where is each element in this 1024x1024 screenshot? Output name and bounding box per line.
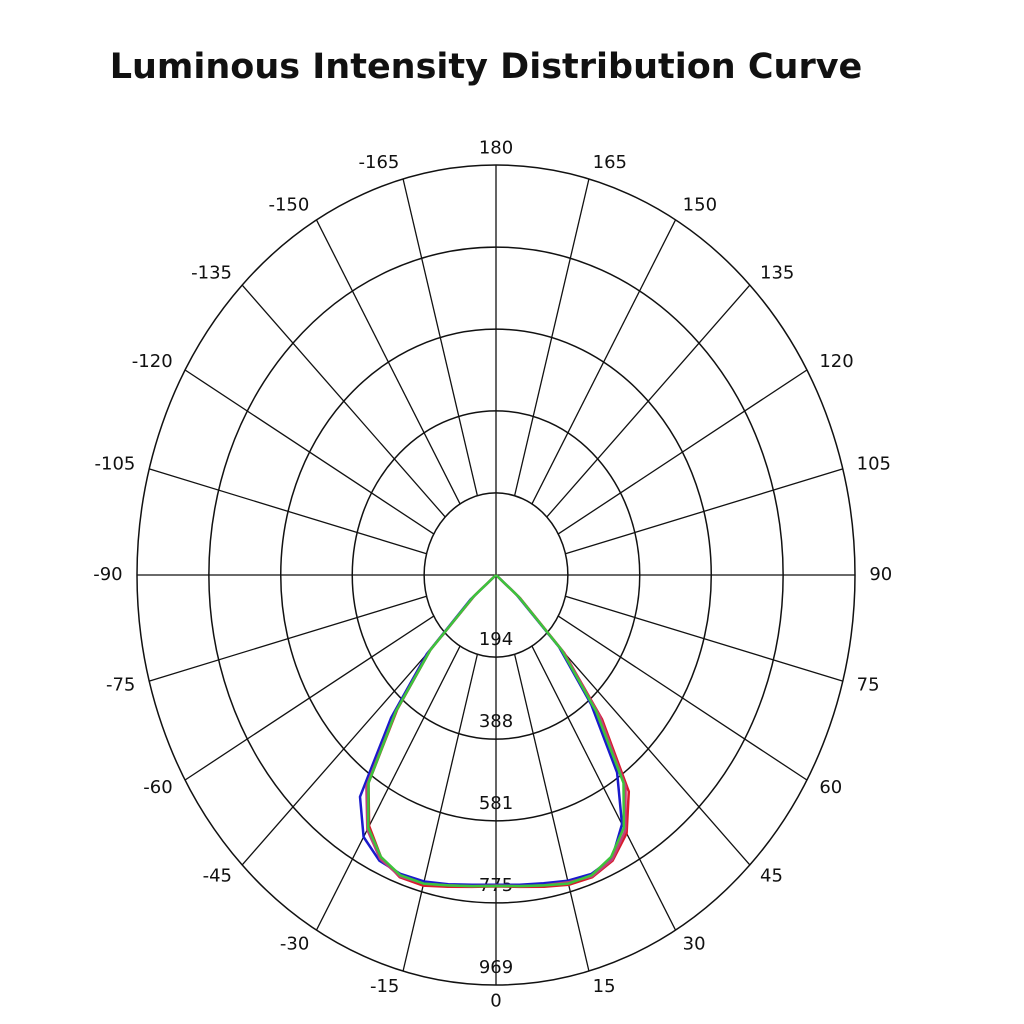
angle-label: 90 — [869, 564, 892, 585]
angle-label: -165 — [359, 152, 400, 173]
chart-title: Luminous Intensity Distribution Curve — [110, 47, 863, 87]
angle-label: -45 — [203, 866, 232, 887]
angle-label: 165 — [593, 152, 627, 173]
spoke — [402, 178, 479, 496]
angle-label: 150 — [683, 195, 717, 216]
r-tick-label: 388 — [479, 711, 513, 732]
r-tick-label: 969 — [479, 957, 513, 978]
spoke — [149, 595, 427, 682]
angle-label: 75 — [857, 674, 880, 695]
spoke — [557, 369, 808, 535]
spoke — [546, 632, 751, 866]
angle-label: 60 — [819, 777, 842, 798]
angle-label: -105 — [95, 454, 136, 475]
angle-label: -90 — [93, 564, 122, 585]
angle-label: -150 — [268, 195, 309, 216]
spoke — [402, 654, 479, 972]
spoke — [315, 219, 461, 505]
angle-label: 105 — [857, 454, 891, 475]
angle-label: 45 — [760, 866, 783, 887]
angle-label: 120 — [819, 351, 853, 372]
angle-label: -120 — [132, 351, 173, 372]
spoke — [315, 645, 461, 931]
spoke — [531, 645, 677, 931]
angle-label: -60 — [143, 777, 172, 798]
spoke — [565, 468, 843, 555]
spoke — [557, 615, 808, 781]
spoke — [184, 615, 435, 781]
angle-label: -15 — [370, 976, 399, 997]
spoke — [546, 284, 751, 518]
intensity-curve — [366, 574, 626, 888]
spoke — [513, 654, 590, 972]
r-tick-label: 581 — [479, 793, 513, 814]
angle-label: 0 — [490, 990, 501, 1011]
angle-label: -135 — [191, 262, 232, 283]
spoke — [184, 369, 435, 535]
spoke — [565, 595, 843, 682]
angle-label: 135 — [760, 262, 794, 283]
spoke — [531, 219, 677, 505]
r-tick-label: 194 — [479, 629, 513, 650]
angle-label: -75 — [106, 674, 135, 695]
angle-label: 180 — [479, 138, 513, 159]
spoke — [241, 284, 446, 518]
spoke — [241, 632, 446, 866]
spoke — [149, 468, 427, 555]
angle-label: 30 — [683, 933, 706, 954]
spoke — [513, 178, 590, 496]
angle-label: -30 — [280, 933, 309, 954]
angle-label: 15 — [593, 976, 616, 997]
